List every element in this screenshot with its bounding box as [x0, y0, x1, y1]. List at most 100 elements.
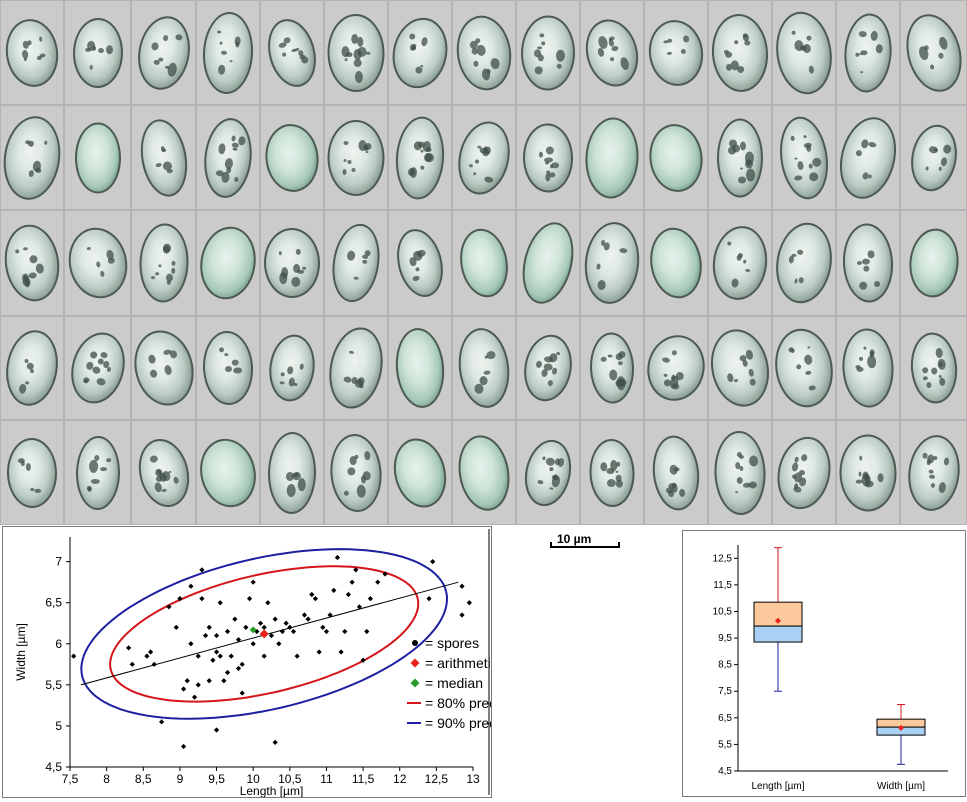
- spore-granule: [343, 158, 347, 162]
- spore-cell: [708, 323, 772, 413]
- spore-point: [151, 661, 157, 667]
- spore-point: [191, 694, 198, 700]
- spore-cell: [841, 11, 895, 94]
- spore-granule: [170, 267, 175, 274]
- spore-granule: [229, 59, 233, 62]
- spore-granule: [474, 158, 480, 164]
- spore-point: [246, 596, 253, 602]
- spore-granule: [617, 361, 623, 366]
- spore-cell: [772, 218, 836, 308]
- spore-granule: [740, 167, 743, 169]
- spore-point: [243, 624, 249, 630]
- spore-granule: [747, 368, 755, 378]
- spore-granule: [35, 262, 45, 274]
- spore-granule: [619, 55, 631, 71]
- spore-granule: [748, 454, 759, 467]
- spore-granule: [217, 29, 222, 34]
- spore-granule: [735, 461, 741, 469]
- y-tick-label: 11,5: [713, 580, 732, 591]
- spore-granule: [661, 356, 671, 364]
- spore-granule: [856, 366, 864, 373]
- spore-granule: [541, 40, 546, 45]
- spore-granule: [106, 257, 115, 265]
- spore-point: [228, 653, 234, 659]
- spore-granule: [860, 49, 868, 55]
- spore-tile: [260, 420, 324, 525]
- spore-point: [312, 596, 319, 602]
- spore-granule: [297, 477, 306, 491]
- spore-granule: [472, 171, 477, 176]
- spore-cell: [717, 118, 763, 197]
- spore-cell: [588, 437, 636, 508]
- spore-granule: [174, 33, 183, 41]
- spore-cell: [645, 120, 707, 195]
- spore-granule: [538, 151, 543, 158]
- spore-tile: [196, 105, 260, 210]
- spore-tile: [0, 105, 64, 210]
- spore-granule: [606, 478, 616, 487]
- spore-point: [71, 653, 77, 659]
- spore-granule: [798, 469, 806, 476]
- spore-granule: [803, 354, 813, 366]
- spore-cell: [64, 222, 131, 304]
- spore-granule: [364, 142, 372, 150]
- spore-granule: [855, 149, 863, 157]
- spore-granule: [345, 51, 353, 57]
- spore-tile: [64, 105, 131, 210]
- spore-granule: [927, 468, 934, 474]
- spore-granule: [348, 350, 355, 355]
- spore-cell: [772, 431, 836, 514]
- spore-granule: [154, 162, 162, 168]
- spore-granule: [555, 351, 561, 356]
- spore-tile: [324, 316, 388, 420]
- spore-cell: [772, 7, 836, 98]
- spore-granule: [732, 144, 740, 152]
- spore-cell: [260, 13, 324, 92]
- x-tick-label: 8,5: [135, 772, 152, 786]
- spore-point: [210, 657, 216, 663]
- spore-granule: [346, 250, 356, 262]
- spore-cell: [74, 122, 121, 193]
- spore-granule: [596, 263, 601, 270]
- spore-tile: [64, 0, 131, 105]
- spore-granule: [747, 162, 750, 165]
- spore-granule: [88, 459, 98, 473]
- spore-cell: [906, 226, 961, 300]
- spore-granule: [937, 35, 949, 51]
- spore-granule: [925, 381, 932, 389]
- x-tick-label: 9: [177, 772, 184, 786]
- spore-cell: [903, 431, 964, 514]
- spore-cell: [580, 219, 644, 307]
- spore-granule: [870, 30, 879, 41]
- spore-granule: [938, 374, 942, 379]
- spore-tile: [131, 316, 196, 420]
- spore-granule: [609, 56, 615, 62]
- spore-granule: [932, 455, 938, 460]
- spore-tile: [516, 105, 580, 210]
- spore-granule: [89, 64, 93, 70]
- spore-point: [254, 628, 260, 635]
- spore-granule: [597, 279, 607, 291]
- spore-granule: [219, 41, 223, 45]
- spore-granule: [666, 37, 673, 43]
- spore-point: [334, 554, 341, 561]
- prediction-ellipse: [80, 548, 449, 720]
- spore-cell: [201, 329, 255, 407]
- x-tick-label: 9,5: [208, 772, 225, 786]
- spore-tile: [900, 210, 967, 316]
- spore-cell: [0, 221, 64, 305]
- spore-granule: [157, 264, 161, 268]
- spore-tile: [260, 0, 324, 105]
- spore-granule: [921, 367, 928, 374]
- spore-granule: [858, 471, 862, 477]
- spore-tile: [452, 105, 516, 210]
- spore-granule: [24, 139, 31, 145]
- scale-bar: 10 µm: [550, 532, 620, 551]
- spore-point: [224, 669, 231, 676]
- spore-tile: [131, 0, 196, 105]
- spore-granule: [477, 144, 482, 149]
- spore-granule: [928, 63, 935, 70]
- spore-granule: [549, 466, 554, 471]
- spore-granule: [412, 275, 421, 282]
- spore-granule: [937, 51, 944, 59]
